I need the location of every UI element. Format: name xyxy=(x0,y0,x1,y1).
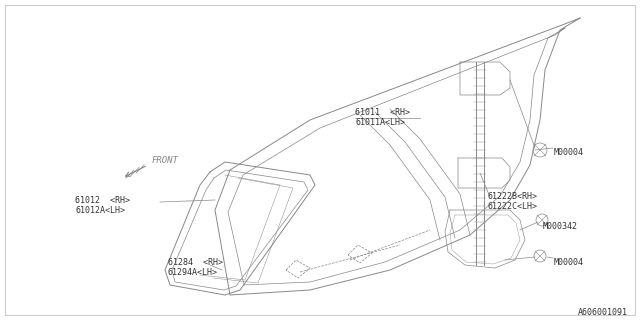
Text: M00004: M00004 xyxy=(554,148,584,157)
Text: 61012A<LH>: 61012A<LH> xyxy=(75,206,125,215)
Text: A606001091: A606001091 xyxy=(578,308,628,317)
Text: M000342: M000342 xyxy=(543,222,578,231)
Text: 61222B<RH>: 61222B<RH> xyxy=(488,192,538,201)
Text: 61294A<LH>: 61294A<LH> xyxy=(168,268,218,277)
Text: 61011  <RH>: 61011 <RH> xyxy=(355,108,410,117)
Text: 61222C<LH>: 61222C<LH> xyxy=(488,202,538,211)
Text: 61012  <RH>: 61012 <RH> xyxy=(75,196,130,205)
Text: 61284  <RH>: 61284 <RH> xyxy=(168,258,223,267)
Text: FRONT: FRONT xyxy=(152,156,179,165)
Text: 61011A<LH>: 61011A<LH> xyxy=(355,118,405,127)
Text: M00004: M00004 xyxy=(554,258,584,267)
